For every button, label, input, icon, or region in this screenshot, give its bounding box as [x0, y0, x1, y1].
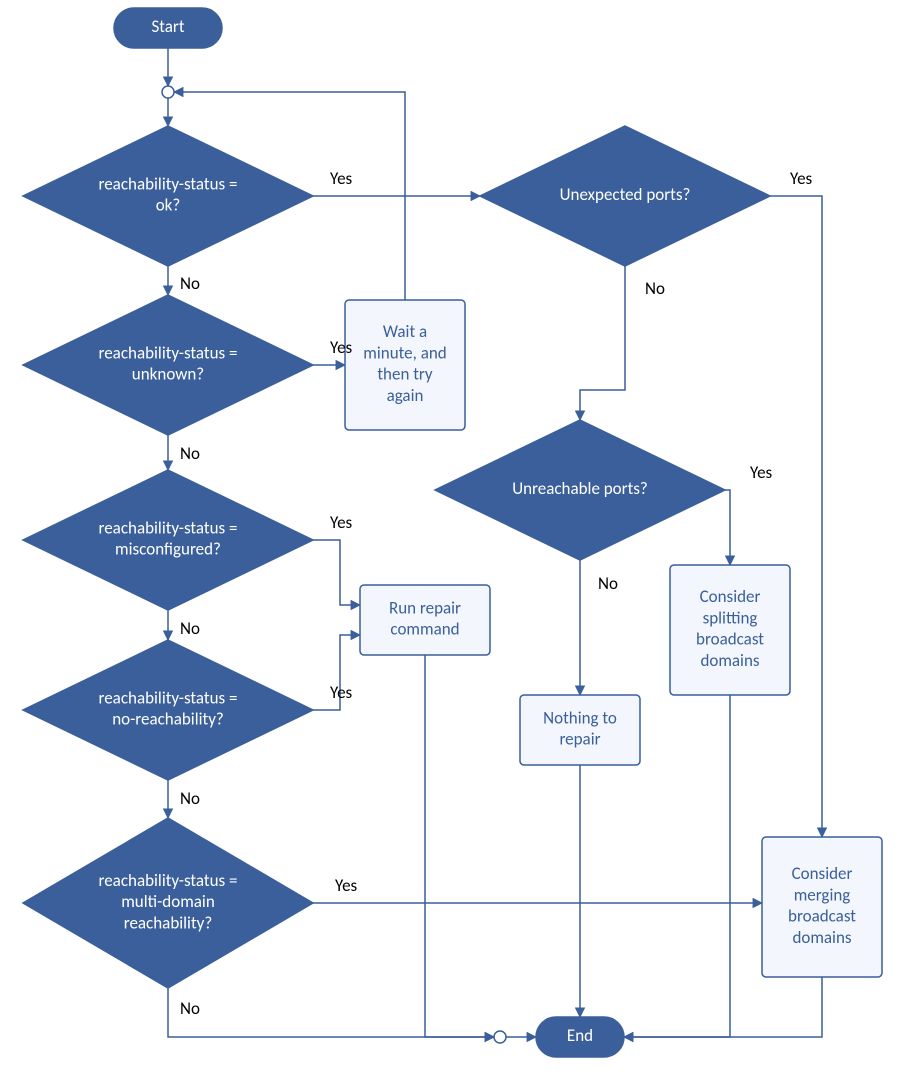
svg-text:reachability?: reachability?: [124, 912, 212, 933]
edge-p_merge-end: [624, 977, 822, 1037]
svg-text:reachability-status =: reachability-status =: [99, 342, 238, 363]
node-p_merge: Considermergingbroadcastdomains: [762, 837, 882, 977]
svg-text:merging: merging: [794, 884, 851, 905]
edge-label: Yes: [790, 168, 813, 189]
svg-text:End: End: [567, 1025, 593, 1046]
edge-d_unexp-d_unreach: [580, 266, 625, 420]
flowchart-canvas: Startreachability-status =ok?reachabilit…: [0, 0, 905, 1076]
node-d_ok: reachability-status =ok?: [23, 126, 313, 266]
edge-d_multi-join_bot: [168, 988, 494, 1037]
svg-text:then try: then try: [377, 364, 433, 385]
svg-text:broadcast: broadcast: [696, 629, 764, 650]
svg-text:Unexpected ports?: Unexpected ports?: [560, 184, 691, 205]
svg-text:no-reachability?: no-reachability?: [112, 709, 224, 730]
edge-label: No: [645, 278, 665, 299]
edge-label: No: [180, 443, 200, 464]
edge-label: Yes: [750, 462, 773, 483]
svg-text:Consider: Consider: [700, 586, 761, 607]
svg-text:domains: domains: [700, 650, 759, 671]
edge-label: Yes: [330, 682, 353, 703]
svg-text:reachability-status =: reachability-status =: [99, 517, 238, 538]
edge-label: Yes: [330, 168, 353, 189]
edge-label: No: [180, 998, 200, 1019]
node-d_miscfg: reachability-status =misconfigured?: [23, 470, 313, 610]
svg-text:splitting: splitting: [703, 607, 758, 628]
svg-text:reachability-status =: reachability-status =: [99, 173, 238, 194]
edge-label: No: [180, 273, 200, 294]
svg-text:multi-domain: multi-domain: [121, 891, 215, 912]
node-p_wait: Wait aminute, andthen tryagain: [345, 300, 465, 430]
edge-p_repair-join_bot: [425, 655, 494, 1037]
svg-text:reachability-status =: reachability-status =: [99, 870, 238, 891]
svg-text:reachability-status =: reachability-status =: [99, 687, 238, 708]
svg-text:ok?: ok?: [156, 195, 181, 216]
svg-text:Run repair: Run repair: [389, 597, 461, 618]
node-d_multi: reachability-status =multi-domainreachab…: [23, 818, 313, 988]
edge-label: No: [598, 573, 618, 594]
svg-text:Consider: Consider: [792, 863, 853, 884]
svg-text:repair: repair: [559, 729, 600, 750]
edge-d_miscfg-p_repair: [313, 540, 360, 605]
node-d_unreach: Unreachable ports?: [435, 420, 725, 560]
edge-label: No: [180, 788, 200, 809]
edge-label: No: [180, 618, 200, 639]
node-p_repair: Run repaircommand: [360, 585, 490, 655]
node-d_noreach: reachability-status =no-reachability?: [23, 640, 313, 780]
node-p_split: Considersplittingbroadcastdomains: [670, 565, 790, 695]
edge-label: Yes: [330, 337, 353, 358]
svg-text:minute, and: minute, and: [363, 342, 446, 363]
node-d_unknown: reachability-status =unknown?: [23, 295, 313, 435]
edge-label: Yes: [330, 512, 353, 533]
edge-d_unexp-p_merge: [770, 196, 822, 837]
node-start: Start: [114, 8, 222, 48]
svg-text:misconfigured?: misconfigured?: [115, 539, 221, 560]
node-end: End: [536, 1017, 624, 1057]
svg-text:Unreachable ports?: Unreachable ports?: [512, 478, 648, 499]
edge-label: Yes: [335, 875, 358, 896]
svg-text:Wait a: Wait a: [383, 321, 427, 342]
node-p_nothing: Nothing torepair: [520, 695, 640, 765]
svg-text:domains: domains: [792, 927, 851, 948]
svg-text:again: again: [387, 385, 424, 406]
node-join_top: [162, 86, 174, 98]
node-join_bot: [494, 1031, 506, 1043]
svg-text:Nothing to: Nothing to: [543, 707, 617, 728]
svg-text:broadcast: broadcast: [788, 906, 856, 927]
svg-text:unknown?: unknown?: [132, 364, 204, 385]
svg-text:Start: Start: [151, 16, 184, 37]
svg-text:command: command: [390, 619, 459, 640]
edge-d_unreach-p_split: [725, 490, 730, 565]
node-d_unexp: Unexpected ports?: [480, 126, 770, 266]
